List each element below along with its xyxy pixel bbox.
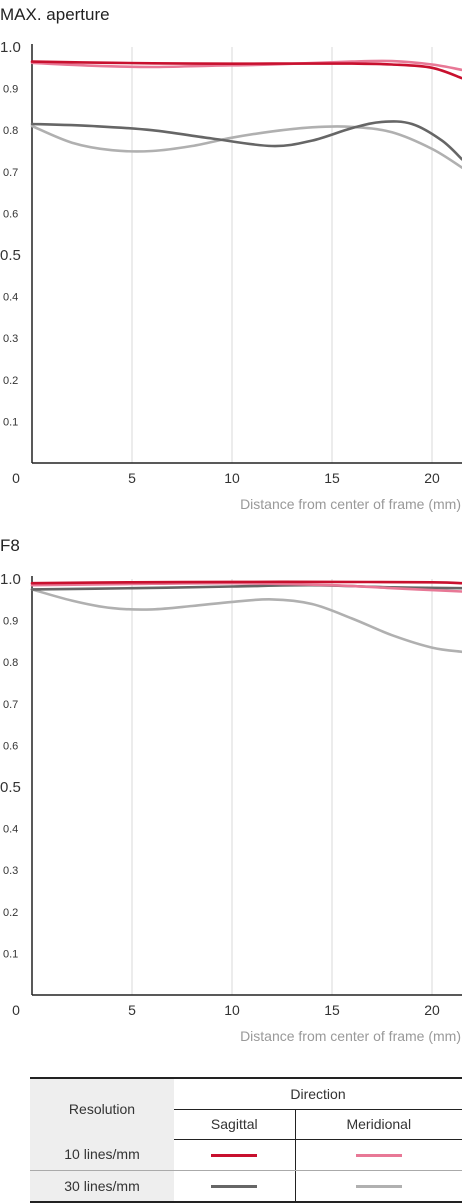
y-tick-label: 1.0 [0,39,21,56]
series-line-10-lines-mm-sagittal [30,580,462,585]
x-tick-label: 20 [424,470,440,486]
y-tick-label: 0.9 [3,84,18,96]
y-tick-label: 0.9 [3,616,18,628]
y-tick-label: 0.7 [3,167,18,179]
legend-row: 10 lines/mm [30,1139,462,1171]
series-line-10-lines-mm-sagittal [30,60,462,80]
series-line-30-lines-mm-sagittal [30,120,462,161]
legend-sagittal-header: Sagittal [174,1109,296,1140]
legend-direction-header: Direction [174,1077,462,1111]
y-tick-label: 0.4 [3,292,18,304]
x-tick-label: 0 [12,470,20,486]
chart-title: MAX. aperture [0,5,110,24]
x-tick-label: 5 [128,470,136,486]
series-line-30-lines-mm-meridional [30,124,462,169]
chart-max-aperture: MAX. aperture 0.1 0.2 0.3 0.4 0.5 0.6 0.7 0.8 0.… [0,0,462,520]
y-tick-label: 0.3 [3,333,18,345]
legend-swatch-30-meridional [355,1185,402,1189]
x-axis-label: Distance from center of frame (mm) [240,1028,461,1044]
y-tick-label: 0.6 [3,740,18,752]
series-line-10-lines-mm-meridional [30,581,462,593]
y-tick-label: 0.1 [3,948,18,960]
y-tick-label: 0.8 [3,125,18,137]
series-line-30-lines-mm-meridional [30,588,462,654]
legend-row-label: 30 lines/mm [30,1170,174,1203]
x-tick-label: 10 [224,1002,240,1018]
chart-f8: F8 0.1 0.2 0.3 0.4 0.5 0.6 0.7 0.8 0.9 1.0 0 5 10 15 2… [0,532,462,1052]
y-tick-label: 0.2 [3,375,18,387]
chart-title: F8 [0,536,20,555]
legend-resolution-header: Resolution [30,1077,174,1139]
legend-table: Resolution Direction Sagittal Meridional… [30,1077,462,1203]
x-tick-label: 10 [224,470,240,486]
mtf-chart-max-aperture: 0.1 0.2 0.3 0.4 0.5 0.6 0.7 0.8 0.9 1.0 0 5 10 15 20 Di… [0,39,462,512]
mtf-chart-f8: 0.1 0.2 0.3 0.4 0.5 0.6 0.7 0.8 0.9 1.0 0 5 10 15 20 Di… [0,571,462,1044]
legend-swatch-30-sagittal [211,1185,258,1189]
y-tick-label: 0.8 [3,657,18,669]
x-tick-label: 15 [324,470,340,486]
legend-swatch-10-sagittal [211,1154,258,1158]
y-tick-label: 0.6 [3,208,18,220]
legend-row: 30 lines/mm [30,1170,462,1203]
y-tick-label: 0.1 [3,416,18,428]
x-tick-label: 5 [128,1002,136,1018]
x-tick-label: 20 [424,1002,440,1018]
y-tick-label: 0.5 [0,779,21,796]
legend-row-label: 10 lines/mm [30,1139,174,1171]
x-tick-label: 15 [324,1002,340,1018]
legend-meridional-header: Meridional [295,1109,462,1140]
y-tick-label: 0.7 [3,699,18,711]
y-tick-label: 0.4 [3,824,18,836]
y-tick-label: 0.5 [0,247,21,264]
x-axis-label: Distance from center of frame (mm) [240,496,461,512]
y-tick-label: 1.0 [0,571,21,588]
y-tick-label: 0.3 [3,865,18,877]
legend-swatch-10-meridional [355,1154,402,1158]
y-tick-label: 0.2 [3,907,18,919]
x-tick-label: 0 [12,1002,20,1018]
